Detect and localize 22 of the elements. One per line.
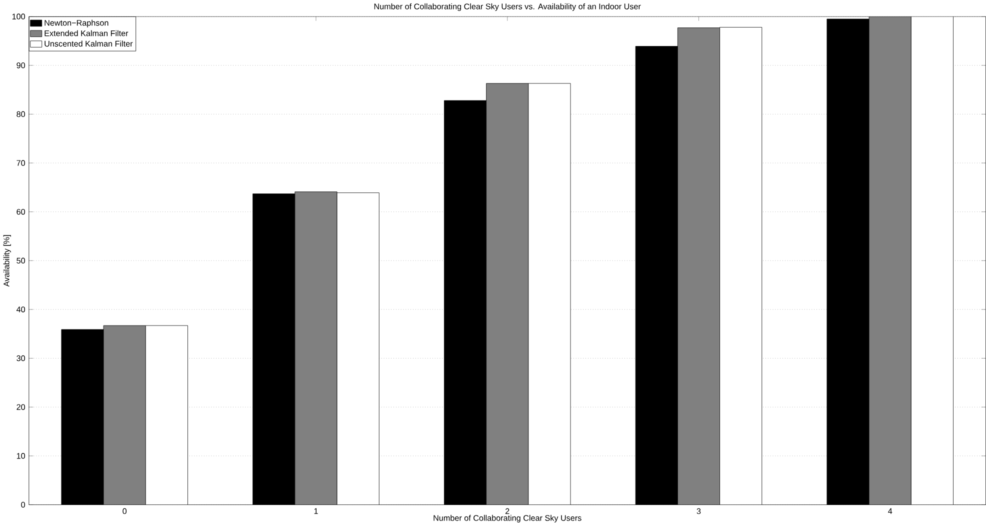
x-axis-title: Number of Collaborating Clear Sky Users bbox=[434, 514, 582, 523]
y-tick-label: 90 bbox=[16, 62, 26, 68]
x-tick-label: 2 bbox=[506, 508, 510, 514]
x-tick-label: 4 bbox=[888, 508, 892, 514]
legend-label: Newton−Raphson bbox=[44, 20, 108, 28]
legend-label: Extended Kalman Filter bbox=[44, 30, 128, 36]
x-tick-label: 3 bbox=[696, 508, 701, 514]
x-tick-label: 0 bbox=[122, 508, 127, 514]
legend-label: Unscented Kalman Filter bbox=[44, 40, 133, 47]
y-tick-label: 70 bbox=[16, 160, 26, 166]
y-tick-label: 100 bbox=[12, 14, 26, 20]
y-tick-label: 40 bbox=[16, 306, 26, 312]
x-tick-label: 1 bbox=[314, 508, 318, 514]
chart-title: Number of Collaborating Clear Sky Users vs. Availability of an Indoor User bbox=[374, 3, 641, 12]
y-tick-label: 30 bbox=[16, 355, 26, 362]
y-tick-label: 60 bbox=[16, 209, 26, 215]
y-axis-title: Availability [%] bbox=[3, 235, 11, 287]
y-tick-label: 20 bbox=[16, 404, 26, 410]
y-tick-label: 10 bbox=[16, 453, 26, 459]
y-tick-label: 80 bbox=[16, 111, 26, 118]
y-tick-label: 50 bbox=[16, 258, 26, 264]
y-tick-label: 0 bbox=[21, 502, 26, 508]
